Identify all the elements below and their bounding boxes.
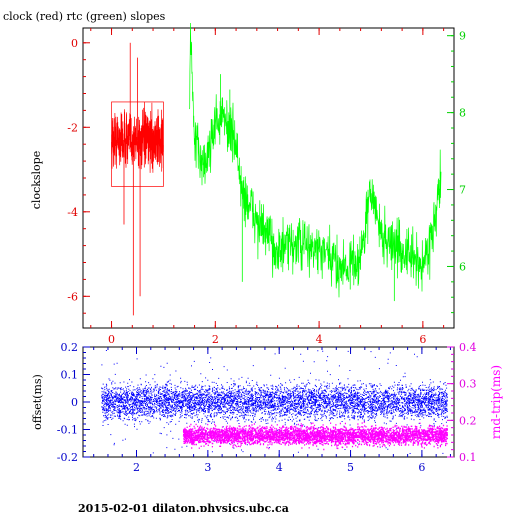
bottom-y2-tick-label: 0.2 [459,414,477,427]
top-y-tick-label: -4 [67,206,78,219]
footer-text: 2015-02-01 dilaton.physics.ubc.ca [78,502,289,512]
top-x-tick-label: 6 [419,333,426,346]
bottom-y-tick-label: 0.2 [61,341,79,354]
top-y2-tick-label: 7 [459,184,466,197]
bottom-y-tick-label: -0.2 [57,451,78,464]
bottom-x-tick-label: 4 [276,461,283,474]
offset-series [101,350,448,454]
bottom-y-axis-label: offset(ms) [31,374,44,430]
bottom-y2-tick-label: 0.4 [459,341,477,354]
top-y-axis-label: clockslope [30,151,43,209]
bottom-y-tick-label: -0.1 [57,424,78,437]
top-y2-tick-label: 8 [459,107,466,120]
bottom-panel: 2 3 4 5 6 0.2 0.1 0 -0.1 -0.2 0.4 0.3 0.2 0.1 [57,341,477,474]
top-y-tick-label: 0 [71,37,78,50]
top-y2-tick-label: 9 [459,30,466,43]
top-x-tick-label: 4 [316,333,323,346]
chart-title: clock (red) rtc (green) slopes [3,10,166,23]
bottom-y2-tick-label: 0.1 [459,451,477,464]
bottom-x-tick-label: 2 [133,461,140,474]
offset-series-overlay [101,379,448,427]
round-trip-series [182,421,448,451]
bottom-y2-axis-label: rnd-trip(ms) [489,365,503,439]
rtc-slope-series [189,22,442,298]
top-panel: 0 2 4 6 0 -2 -4 -6 9 8 7 6 [67,22,466,346]
bottom-y-tick-label: 0.1 [61,369,79,382]
clock-slope-band [111,101,164,187]
clock-slope-series [111,101,164,173]
top-frame [82,27,455,329]
bottom-y-tick-label: 0 [71,396,78,409]
bottom-y2-tick-label: 0.3 [459,378,477,391]
top-x-tick-label: 2 [212,333,219,346]
top-x-tick-label: 0 [108,333,115,346]
bottom-x-tick-label: 5 [347,461,354,474]
top-y-tick-label: -2 [67,121,78,134]
top-y-tick-label: -6 [67,290,78,303]
bottom-x-tick-label: 3 [204,461,211,474]
top-y2-tick-label: 6 [459,260,466,273]
bottom-x-tick-label: 6 [418,461,425,474]
